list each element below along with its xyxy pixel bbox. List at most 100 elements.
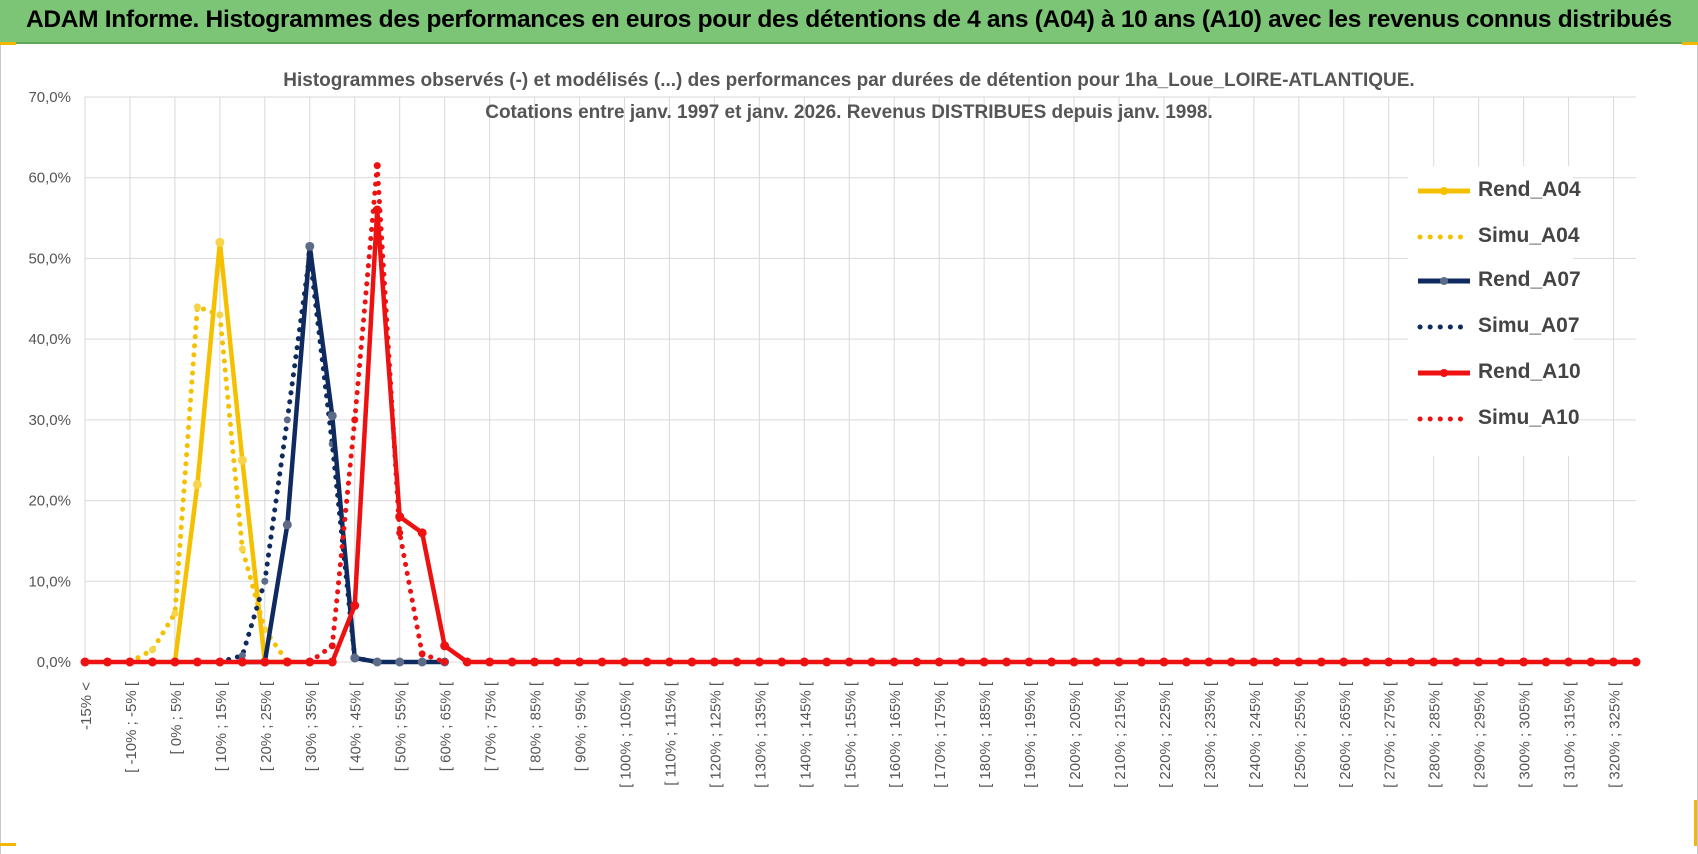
data-point bbox=[575, 657, 585, 667]
x-tick-label: [ 300% ; 305% [ bbox=[1517, 681, 1534, 788]
corner-marker bbox=[1694, 800, 1697, 846]
data-point bbox=[597, 657, 607, 667]
data-point bbox=[777, 657, 787, 667]
x-tick-label: [ 80% ; 85% [ bbox=[528, 681, 545, 771]
data-point bbox=[441, 658, 449, 666]
data-point bbox=[1181, 657, 1191, 667]
x-tick-label: [ 310% ; 315% [ bbox=[1562, 681, 1579, 788]
chart-subtitle: Cotations entre janv. 1997 et janv. 2026… bbox=[485, 102, 1213, 123]
x-tick-label: [ 90% ; 95% [ bbox=[573, 681, 590, 771]
data-point bbox=[1496, 657, 1506, 667]
series-simu-a10 bbox=[306, 162, 449, 666]
legend-item: Rend_A07 bbox=[1416, 266, 1581, 296]
y-tick-label: 0,0% bbox=[37, 654, 71, 671]
data-point bbox=[1002, 657, 1012, 667]
x-tick-label: [ 40% ; 45% [ bbox=[348, 681, 365, 771]
data-point bbox=[1024, 657, 1034, 667]
x-tick-label: [ 130% ; 135% [ bbox=[752, 681, 769, 788]
legend-label: Simu_A07 bbox=[1478, 314, 1580, 337]
legend-swatch bbox=[1417, 324, 1472, 330]
y-tick-label: 40,0% bbox=[28, 331, 71, 348]
data-point bbox=[238, 652, 246, 660]
legend-swatch bbox=[1417, 234, 1472, 240]
legend-label: Rend_A10 bbox=[1478, 360, 1581, 383]
data-point bbox=[934, 657, 944, 667]
data-point bbox=[350, 601, 360, 610]
x-tick-label: [ 200% ; 205% [ bbox=[1067, 681, 1084, 788]
data-point bbox=[1271, 657, 1281, 667]
x-tick-label: [ 30% ; 35% [ bbox=[303, 681, 320, 771]
x-tick-label: [ 240% ; 245% [ bbox=[1247, 681, 1264, 788]
data-point bbox=[709, 657, 719, 667]
legend-label: Simu_A04 bbox=[1478, 224, 1580, 247]
data-point bbox=[1092, 657, 1102, 667]
x-tick-label: [ 190% ; 195% [ bbox=[1022, 681, 1039, 788]
x-tick-label: [ 220% ; 225% [ bbox=[1157, 681, 1174, 788]
data-point bbox=[979, 657, 989, 667]
chart-title: Histogrammes observés (-) et modélisés (… bbox=[283, 70, 1415, 91]
data-point bbox=[889, 657, 899, 667]
chart-grid bbox=[84, 96, 1636, 663]
x-tick-label: [ 270% ; 275% [ bbox=[1382, 681, 1399, 788]
data-point bbox=[1136, 657, 1146, 667]
report-title: ADAM Informe. Histogrammes des performan… bbox=[26, 6, 1672, 33]
legend-swatch bbox=[1418, 369, 1470, 377]
x-tick-label: [ 140% ; 145% [ bbox=[797, 681, 814, 788]
data-point bbox=[372, 657, 382, 667]
data-point bbox=[1564, 657, 1574, 667]
data-point bbox=[1631, 657, 1641, 667]
data-point bbox=[125, 657, 135, 667]
data-point bbox=[170, 657, 180, 667]
x-tick-label: [ 180% ; 185% [ bbox=[977, 681, 994, 788]
data-point bbox=[237, 455, 247, 465]
chart-legend: Rend_A04 Simu_A04 Rend_A07 Simu_A07 Rend_A10… bbox=[1408, 166, 1581, 456]
data-point bbox=[1384, 657, 1394, 667]
data-point bbox=[148, 646, 156, 654]
data-point bbox=[1114, 657, 1124, 667]
y-tick-label: 20,0% bbox=[28, 493, 71, 510]
data-point bbox=[1361, 657, 1371, 667]
data-point bbox=[305, 657, 315, 667]
data-point bbox=[957, 657, 967, 667]
data-point bbox=[1519, 657, 1529, 667]
data-point bbox=[867, 657, 877, 667]
x-tick-label: [ 170% ; 175% [ bbox=[932, 681, 949, 788]
y-tick-label: 50,0% bbox=[28, 250, 71, 267]
data-point bbox=[799, 657, 809, 667]
data-point bbox=[844, 657, 854, 667]
x-tick-label: [ 230% ; 235% [ bbox=[1202, 681, 1219, 788]
y-tick-label: 70,0% bbox=[28, 89, 71, 106]
x-tick-label: [ -10% ; -5% [ bbox=[123, 681, 140, 773]
data-point bbox=[328, 642, 336, 650]
x-tick-label: [ 0% ; 5% [ bbox=[168, 681, 185, 754]
y-tick-label: 30,0% bbox=[28, 412, 71, 429]
data-point bbox=[216, 311, 224, 319]
data-point bbox=[507, 657, 517, 667]
x-tick-label: [ 160% ; 165% [ bbox=[887, 681, 904, 788]
data-point bbox=[215, 657, 225, 667]
data-point bbox=[664, 657, 674, 667]
data-point bbox=[754, 657, 764, 667]
data-point bbox=[102, 657, 112, 667]
data-point bbox=[1586, 657, 1596, 667]
y-tick-label: 60,0% bbox=[28, 170, 71, 187]
legend-label: Rend_A07 bbox=[1478, 268, 1581, 291]
data-point bbox=[1226, 657, 1236, 667]
data-point bbox=[351, 416, 359, 424]
series-layer bbox=[80, 162, 1641, 667]
x-tick-label: [ 320% ; 325% [ bbox=[1607, 681, 1624, 788]
data-point bbox=[1204, 657, 1214, 667]
corner-marker bbox=[0, 42, 16, 45]
series-line bbox=[85, 207, 1636, 665]
data-point bbox=[238, 545, 246, 553]
x-tick-label: [ 60% ; 65% [ bbox=[438, 681, 455, 771]
data-point bbox=[530, 657, 540, 667]
data-point bbox=[396, 529, 404, 537]
legend-label: Rend_A04 bbox=[1478, 178, 1581, 201]
data-point bbox=[237, 657, 247, 667]
report-banner: ADAM Informe. Histogrammes des performan… bbox=[0, 0, 1698, 44]
data-point bbox=[417, 528, 427, 538]
data-point bbox=[732, 657, 742, 667]
data-point bbox=[350, 653, 360, 663]
